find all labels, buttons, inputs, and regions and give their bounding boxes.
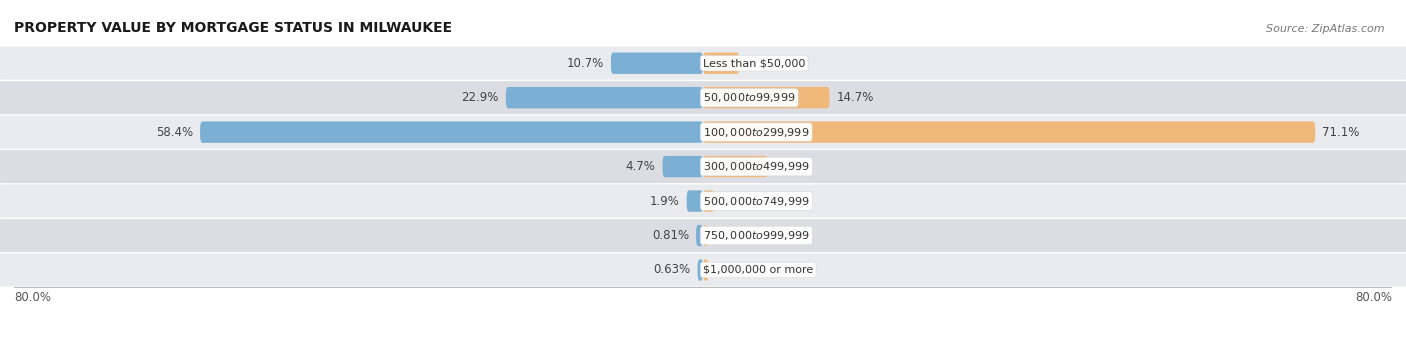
FancyBboxPatch shape xyxy=(0,253,1406,287)
Text: $750,000 to $999,999: $750,000 to $999,999 xyxy=(703,229,810,242)
FancyBboxPatch shape xyxy=(0,116,1406,149)
Text: Source: ZipAtlas.com: Source: ZipAtlas.com xyxy=(1267,24,1385,34)
FancyBboxPatch shape xyxy=(703,87,830,108)
FancyBboxPatch shape xyxy=(0,150,1406,183)
FancyBboxPatch shape xyxy=(506,87,703,108)
Text: 1.9%: 1.9% xyxy=(650,194,679,207)
Text: 0.63%: 0.63% xyxy=(654,264,690,276)
Text: $50,000 to $99,999: $50,000 to $99,999 xyxy=(703,91,796,104)
Text: $100,000 to $299,999: $100,000 to $299,999 xyxy=(703,126,810,139)
Text: 4.7%: 4.7% xyxy=(626,160,655,173)
FancyBboxPatch shape xyxy=(703,121,1315,143)
Text: 10.7%: 10.7% xyxy=(567,57,605,70)
FancyBboxPatch shape xyxy=(0,219,1406,252)
FancyBboxPatch shape xyxy=(0,47,1406,80)
Text: $1,000,000 or more: $1,000,000 or more xyxy=(703,265,813,275)
Text: 22.9%: 22.9% xyxy=(461,91,499,104)
Text: 4.2%: 4.2% xyxy=(747,57,776,70)
FancyBboxPatch shape xyxy=(686,190,703,212)
FancyBboxPatch shape xyxy=(703,156,768,177)
Text: 80.0%: 80.0% xyxy=(14,291,51,304)
Text: $300,000 to $499,999: $300,000 to $499,999 xyxy=(703,160,810,173)
FancyBboxPatch shape xyxy=(703,225,707,246)
FancyBboxPatch shape xyxy=(610,52,703,74)
FancyBboxPatch shape xyxy=(0,81,1406,114)
FancyBboxPatch shape xyxy=(703,190,714,212)
FancyBboxPatch shape xyxy=(0,185,1406,218)
Text: 1.3%: 1.3% xyxy=(721,194,751,207)
Text: 0.81%: 0.81% xyxy=(652,229,689,242)
Text: Less than $50,000: Less than $50,000 xyxy=(703,58,806,68)
Text: 71.1%: 71.1% xyxy=(1322,126,1360,139)
Text: 14.7%: 14.7% xyxy=(837,91,875,104)
FancyBboxPatch shape xyxy=(200,121,703,143)
FancyBboxPatch shape xyxy=(662,156,703,177)
Text: PROPERTY VALUE BY MORTGAGE STATUS IN MILWAUKEE: PROPERTY VALUE BY MORTGAGE STATUS IN MIL… xyxy=(14,21,453,35)
Text: 0.61%: 0.61% xyxy=(716,264,752,276)
FancyBboxPatch shape xyxy=(703,52,740,74)
FancyBboxPatch shape xyxy=(697,259,703,281)
Text: $500,000 to $749,999: $500,000 to $749,999 xyxy=(703,194,810,207)
Text: 0.57%: 0.57% xyxy=(714,229,752,242)
FancyBboxPatch shape xyxy=(696,225,703,246)
Text: 7.5%: 7.5% xyxy=(775,160,804,173)
Text: 80.0%: 80.0% xyxy=(1355,291,1392,304)
Text: 58.4%: 58.4% xyxy=(156,126,193,139)
FancyBboxPatch shape xyxy=(703,259,709,281)
